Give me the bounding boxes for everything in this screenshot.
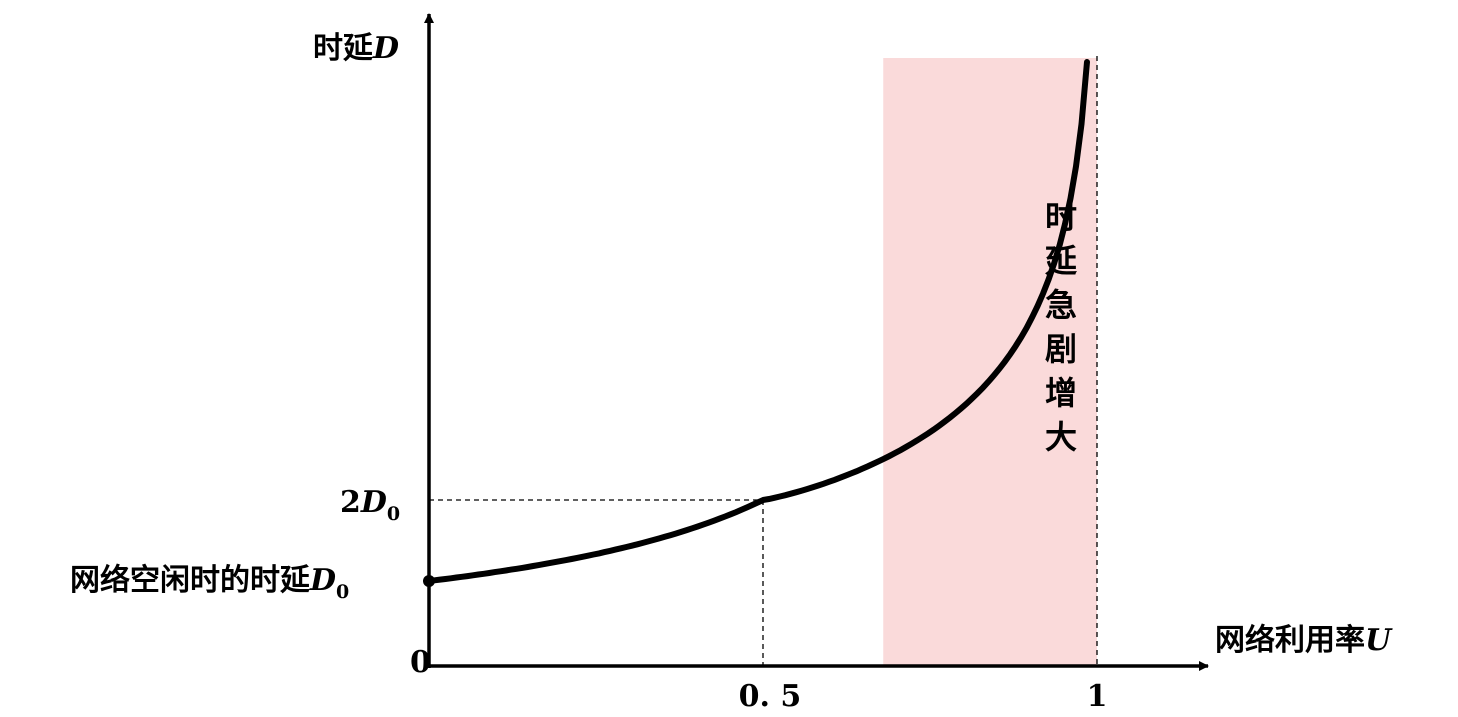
x-tick-label-0.5: 0. 5	[739, 679, 802, 714]
x-axis-title: 网络利用率U	[1215, 623, 1393, 658]
high-utilization-region	[883, 58, 1097, 666]
y-tick-label-idle-delay: 网络空闲时的时延D0	[70, 563, 349, 603]
annotation-char: 剧	[1045, 330, 1077, 368]
y-tick-label-2d0: 2D0	[340, 485, 400, 525]
origin-label: 0	[410, 645, 431, 680]
annotation-char: 增	[1045, 374, 1077, 412]
annotation-char: 大	[1045, 418, 1077, 456]
x-tick-label-1: 1	[1087, 679, 1108, 714]
annotation-char: 急	[1045, 286, 1077, 324]
idle-delay-point	[423, 575, 435, 587]
y-axis-title: 时延D	[313, 31, 399, 66]
annotation-char: 延	[1044, 242, 1078, 280]
annotation-char: 时	[1045, 198, 1077, 236]
delay-curve	[426, 59, 1090, 584]
